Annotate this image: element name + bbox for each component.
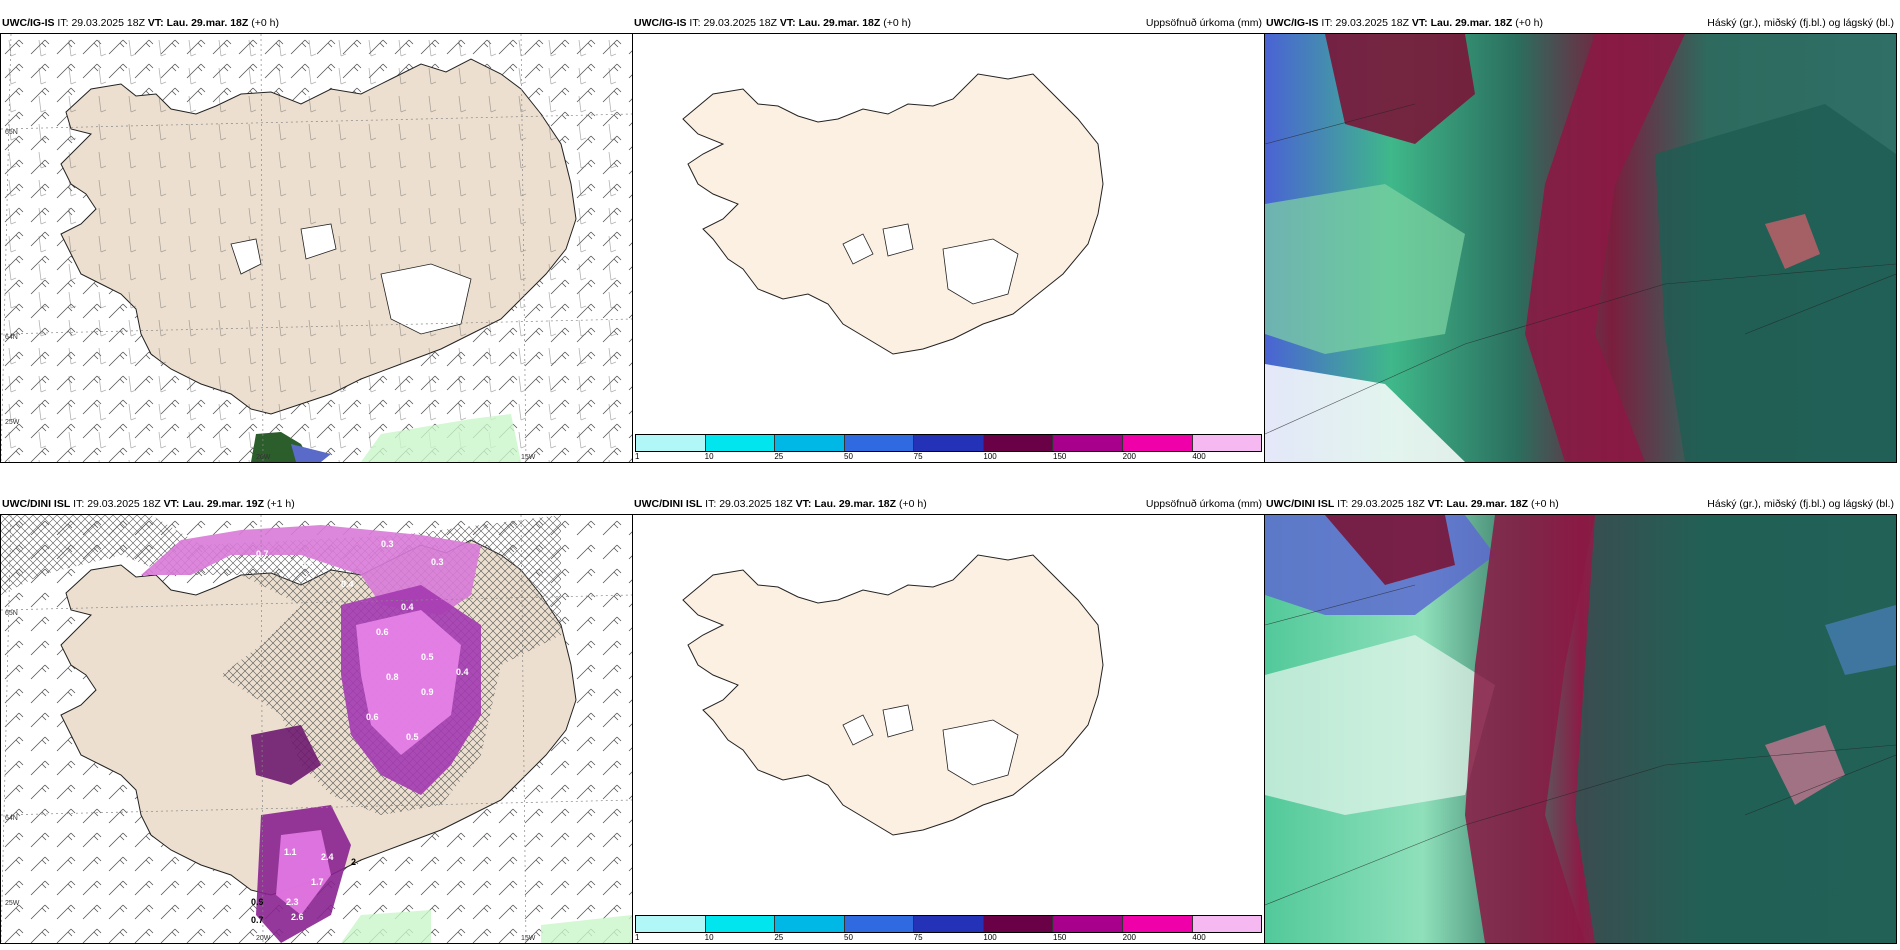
colorbar-segment	[1192, 435, 1262, 451]
svg-text:0.7: 0.7	[256, 549, 269, 559]
valid-time: Lau. 29.mar. 18Z	[166, 17, 249, 29]
colorbar-segment	[636, 435, 706, 451]
lat-label: 65N	[5, 129, 18, 136]
svg-text:0.9: 0.9	[251, 897, 264, 907]
svg-text:0.6: 0.6	[376, 627, 389, 637]
precip-colorbar	[635, 434, 1262, 452]
init-time: 29.03.2025 18Z	[71, 17, 145, 29]
panel-header: UWC/DINI ISL IT: 29.03.2025 18Z VT: Lau.…	[633, 495, 1264, 513]
cloud-map	[1265, 515, 1896, 943]
panel-header: UWC/DINI ISL IT: 29.03.2025 18Z VT: Lau.…	[2, 498, 295, 510]
panel-header: UWC/IG-IS IT: 29.03.2025 18Z VT: Lau. 29…	[633, 14, 1264, 32]
svg-text:0.6: 0.6	[366, 712, 379, 722]
map-panel-clouds-dini: UWC/DINI ISL IT: 29.03.2025 18Z VT: Lau.…	[1264, 498, 1897, 944]
svg-text:0.5: 0.5	[421, 652, 434, 662]
lon-label: 15W	[521, 454, 536, 461]
colorbar-ticks: 1 10 25 50 75 100 150 200 400	[635, 933, 1206, 942]
svg-text:0.9: 0.9	[421, 687, 434, 697]
colorbar-segment	[705, 435, 776, 451]
field-title: Háský (gr.), miðský (fj.bl.) og lágský (…	[1707, 17, 1894, 29]
svg-text:2.3: 2.3	[286, 897, 299, 907]
svg-text:20W: 20W	[256, 935, 271, 942]
svg-text:0.5: 0.5	[301, 559, 314, 569]
cloud-map	[1265, 34, 1896, 462]
colorbar-segment	[844, 435, 915, 451]
svg-text:0.3: 0.3	[381, 539, 394, 549]
map-panel-clouds-igis: UWC/IG-IS IT: 29.03.2025 18Z VT: Lau. 29…	[1264, 17, 1897, 463]
svg-text:0.3: 0.3	[431, 557, 444, 567]
colorbar-segment	[983, 435, 1054, 451]
lat-label: 64N	[5, 334, 18, 341]
colorbar-segment	[1053, 916, 1123, 932]
svg-text:65N: 65N	[5, 610, 18, 617]
lead-time: (+0 h)	[251, 17, 279, 29]
wind-precip-map: 0.3 0.7 0.5 0.4 0.4 0.3 0.6 0.5 0.8 0.9 …	[1, 515, 632, 943]
field-title: Háský (gr.), miðský (fj.bl.) og lágský (…	[1707, 498, 1894, 510]
panel-header: UWC/IG-IS IT: 29.03.2025 18Z VT: Lau. 29…	[2, 17, 279, 29]
svg-text:0.8: 0.8	[386, 672, 399, 682]
precip-colorbar	[635, 915, 1262, 933]
iceland-land	[682, 73, 1104, 355]
field-title: Uppsöfnuð úrkoma (mm)	[1145, 17, 1262, 29]
svg-text:64N: 64N	[5, 815, 18, 822]
svg-text:1.1: 1.1	[284, 847, 297, 857]
colorbar-segment	[914, 435, 984, 451]
field-title: Uppsöfnuð úrkoma (mm)	[1145, 498, 1262, 510]
svg-text:1.7: 1.7	[311, 877, 324, 887]
iceland-land	[1, 34, 632, 462]
colorbar-segment	[775, 435, 845, 451]
panel-header: UWC/DINI ISL IT: 29.03.2025 18Z VT: Lau.…	[1265, 495, 1896, 513]
iceland-land	[682, 554, 1104, 836]
panel-header: UWC/IG-IS IT: 29.03.2025 18Z VT: Lau. 29…	[1265, 14, 1896, 32]
svg-text:2.6: 2.6	[291, 912, 304, 922]
svg-text:0.4: 0.4	[341, 579, 354, 589]
colorbar-segment	[1122, 435, 1193, 451]
lon-label: 25W	[5, 419, 20, 426]
precip-labels: 0.3 0.7 0.5 0.4 0.4 0.3 0.6 0.5 0.8 0.9 …	[251, 539, 469, 925]
map-panel-precip-dini: UWC/DINI ISL IT: 29.03.2025 18Z VT: Lau.…	[632, 498, 1265, 944]
lon-label: 20W	[256, 454, 271, 461]
colorbar-segment	[705, 916, 776, 932]
svg-text:2: 2	[351, 857, 356, 867]
colorbar-segment	[983, 916, 1054, 932]
colorbar-segment	[1192, 916, 1262, 932]
svg-text:0.5: 0.5	[406, 732, 419, 742]
precip-map	[682, 73, 1104, 355]
graticule	[1, 515, 632, 943]
colorbar-segment	[775, 916, 845, 932]
model-name: UWC/IG-IS	[2, 17, 55, 29]
svg-text:0.7: 0.7	[251, 915, 264, 925]
svg-text:2.4: 2.4	[321, 852, 334, 862]
map-panel-precip-igis: UWC/IG-IS IT: 29.03.2025 18Z VT: Lau. 29…	[632, 17, 1265, 463]
map-panel-wind-dini: UWC/DINI ISL IT: 29.03.2025 18Z VT: Lau.…	[0, 498, 633, 944]
colorbar-segment	[1053, 435, 1123, 451]
colorbar-segment	[914, 916, 984, 932]
svg-text:0.4: 0.4	[456, 667, 469, 677]
graticule	[1, 34, 632, 462]
precip-spot	[251, 414, 521, 462]
precip-map	[682, 554, 1104, 836]
colorbar-segment	[636, 916, 706, 932]
colorbar-segment	[1122, 916, 1193, 932]
svg-text:0.4: 0.4	[401, 602, 414, 612]
colorbar-ticks: 1 10 25 50 75 100 150 200 400	[635, 452, 1206, 461]
wind-map: 65N 64N 25W 20W 15W	[1, 34, 632, 462]
map-panel-wind-igis: UWC/IG-IS IT: 29.03.2025 18Z VT: Lau. 29…	[0, 17, 633, 463]
svg-text:15W: 15W	[521, 935, 536, 942]
colorbar-segment	[844, 916, 915, 932]
svg-text:25W: 25W	[5, 900, 20, 907]
